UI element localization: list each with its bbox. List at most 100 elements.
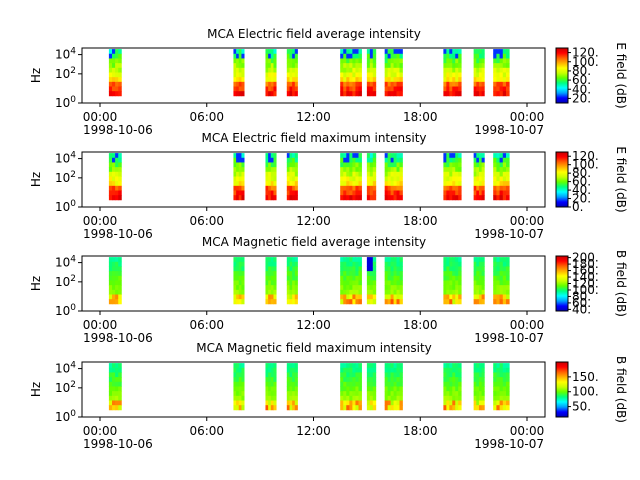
spectrogram-cell	[387, 367, 391, 373]
data-block	[340, 257, 362, 305]
spectrogram-cell	[369, 367, 374, 373]
spectrogram-cell	[449, 77, 453, 83]
spectrogram-cell	[481, 157, 485, 163]
spectrogram-cell	[369, 49, 374, 55]
spectrogram-cell	[343, 81, 347, 87]
spectrogram-cell	[118, 285, 122, 291]
spectrogram-cell	[292, 162, 296, 168]
spectrogram-cell	[452, 372, 456, 378]
spectrogram-cell	[236, 280, 240, 286]
spectrogram-cell	[343, 386, 347, 392]
spectrogram-cell	[452, 176, 456, 182]
spectrogram-cell	[393, 153, 397, 159]
spectrogram-cell	[496, 91, 500, 97]
spectrogram-cell	[340, 190, 344, 196]
spectrogram-cell	[268, 77, 272, 83]
spectrogram-cell	[476, 400, 480, 406]
colorbar-frame	[555, 361, 569, 418]
spectrogram-cell	[387, 153, 391, 159]
spectrogram-cell	[443, 63, 447, 69]
spectrogram-cell	[452, 261, 456, 267]
spectrogram-cell	[458, 280, 462, 286]
spectrogram-cell	[349, 63, 353, 69]
spectrogram-cell	[286, 363, 290, 369]
spectrogram-cell	[292, 176, 296, 182]
spectrogram-cell	[286, 285, 290, 291]
spectrogram-cell	[446, 171, 450, 177]
spectrogram-cell	[493, 261, 497, 267]
spectrogram-cell	[369, 72, 374, 78]
spectrogram-cell	[366, 294, 371, 300]
spectrogram-cell	[108, 386, 113, 392]
spectrogram-cell	[273, 63, 277, 69]
spectrogram-cell	[481, 391, 485, 397]
spectrogram-cell	[349, 391, 353, 397]
spectrogram-cell	[358, 367, 362, 373]
spectrogram-cell	[393, 381, 397, 387]
spectrogram-cell	[481, 153, 485, 159]
spectrogram-cell	[455, 400, 459, 406]
spectrogram-cell	[268, 81, 272, 87]
spectrogram-cell	[458, 153, 462, 159]
spectrogram-cell	[273, 285, 277, 291]
spectrogram-cell	[115, 377, 119, 383]
spectrogram-cell	[396, 377, 400, 383]
spectrogram-cell	[399, 285, 403, 291]
spectrogram-cell	[390, 280, 394, 286]
panel-4: MCA Magnetic field maximum intensity1001…	[29, 341, 628, 451]
spectrogram-cell	[233, 266, 237, 272]
spectrogram-cell	[496, 67, 500, 73]
spectrogram-cell	[112, 386, 116, 392]
spectrogram-cell	[476, 171, 480, 177]
spectrogram-cell	[346, 153, 350, 159]
spectrogram-cell	[369, 363, 374, 369]
spectrogram-cell	[294, 81, 298, 87]
spectrogram-cell	[292, 63, 296, 69]
spectrogram-cell	[292, 171, 296, 177]
spectrogram-cell	[476, 386, 480, 392]
spectrogram-cell	[390, 266, 394, 272]
x-tick-label: 06:00	[189, 424, 224, 438]
spectrogram-cell	[369, 299, 374, 305]
spectrogram-cell	[241, 261, 245, 267]
spectrogram-cell	[387, 257, 391, 263]
spectrogram-cell	[399, 372, 403, 378]
x-tick-label: 00:00	[510, 214, 545, 228]
spectrogram-cell	[352, 67, 356, 73]
spectrogram-cell	[399, 367, 403, 373]
spectrogram-cell	[449, 285, 453, 291]
spectrogram-cell	[355, 195, 359, 201]
spectrogram-cell	[443, 86, 447, 92]
spectrogram-cell	[292, 386, 296, 392]
colorbar-tick-label: 100.	[572, 158, 599, 172]
spectrogram-cell	[473, 162, 477, 168]
spectrogram-cell	[443, 381, 447, 387]
spectrogram-cell	[446, 377, 450, 383]
spectrogram-cell	[396, 395, 400, 401]
spectrogram-cell	[340, 162, 344, 168]
spectrogram-cell	[118, 77, 122, 83]
spectrogram-cell	[481, 91, 485, 97]
spectrogram-cell	[476, 195, 480, 201]
spectrogram-cell	[452, 367, 456, 373]
spectrogram-cell	[343, 391, 347, 397]
spectrogram-cell	[238, 185, 242, 191]
spectrogram-cell	[372, 167, 377, 173]
spectrogram-cell	[481, 72, 485, 78]
spectrogram-cell	[452, 386, 456, 392]
spectrogram-cell	[502, 372, 507, 378]
spectrogram-cell	[476, 271, 480, 277]
spectrogram-cell	[384, 91, 389, 97]
spectrogram-cell	[446, 86, 450, 92]
spectrogram-cell	[384, 72, 389, 78]
spectrogram-cell	[399, 275, 403, 281]
spectrogram-cell	[372, 377, 377, 383]
data-block	[233, 153, 245, 201]
spectrogram-cell	[499, 363, 504, 369]
spectrogram-cell	[476, 261, 480, 267]
spectrogram-cell	[358, 400, 362, 406]
spectrogram-cell	[478, 157, 483, 163]
spectrogram-cell	[399, 86, 403, 92]
spectrogram-cell	[446, 77, 450, 83]
spectrogram-cell	[478, 405, 483, 411]
